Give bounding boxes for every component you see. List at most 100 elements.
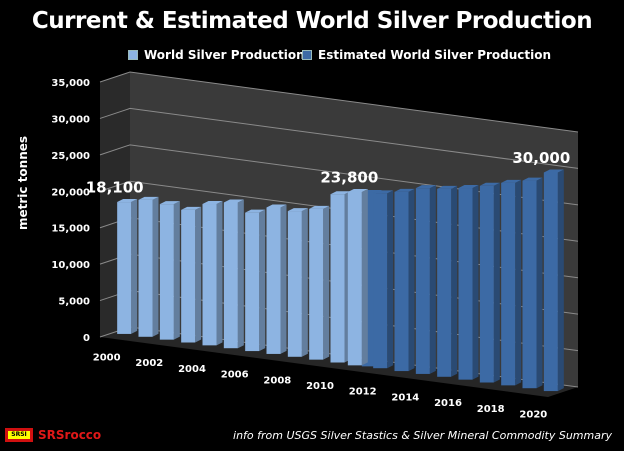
y-tick-label: 5,000	[58, 297, 90, 308]
legend-item-world-silver-production: World Silver Production	[128, 48, 305, 62]
bar-world-silver-production-side	[323, 205, 330, 360]
srsrocco-logo: SRSI SRSrocco	[5, 428, 101, 442]
bar-world-silver-production-side	[216, 201, 223, 346]
bar-estimated-world-silver-production-side	[472, 185, 479, 380]
bar-estimated-world-silver-production-side	[451, 185, 458, 377]
bar-world-silver-production-top	[347, 188, 368, 192]
x-tick-label: 2012	[349, 387, 377, 398]
bar-world-silver-production-top	[159, 201, 180, 205]
bar-world-silver-production-side	[259, 209, 266, 352]
bar-estimated-world-silver-production	[373, 193, 388, 369]
bar-estimated-world-silver-production	[522, 180, 537, 389]
bar-estimated-world-silver-production-top	[522, 177, 543, 181]
bar-world-silver-production-top	[117, 199, 138, 203]
bar-estimated-world-silver-production-top	[479, 182, 500, 186]
bar-estimated-world-silver-production-side	[515, 179, 522, 386]
bar-world-silver-production-top	[138, 196, 159, 200]
legend-item-estimated-world-silver-production: Estimated World Silver Production	[302, 48, 551, 62]
gridline	[99, 144, 579, 206]
bar-world-silver-production	[309, 208, 324, 360]
bar-estimated-world-silver-production-top	[501, 179, 522, 183]
legend-label: World Silver Production	[144, 48, 305, 62]
bar-estimated-world-silver-production-top	[373, 190, 394, 194]
bar-world-silver-production	[138, 199, 153, 337]
bar-estimated-world-silver-production-top	[394, 188, 415, 192]
bar-estimated-world-silver-production	[458, 188, 473, 380]
bar-world-silver-production	[181, 209, 196, 343]
x-tick-label: 2008	[263, 375, 291, 386]
bar-estimated-world-silver-production	[479, 185, 494, 383]
legend-label: Estimated World Silver Production	[318, 48, 552, 62]
y-tick-label: 25,000	[51, 151, 90, 162]
bar-world-silver-production	[202, 204, 217, 346]
y-tick-label: 15,000	[51, 224, 90, 235]
bar-estimated-world-silver-production	[437, 188, 452, 377]
x-tick-label: 2018	[477, 404, 505, 415]
y-tick-label: 30,000	[51, 114, 90, 125]
bar-world-silver-production-side	[361, 188, 368, 366]
bar-estimated-world-silver-production-side	[536, 177, 543, 389]
y-tick-label: 35,000	[51, 78, 90, 89]
bar-world-silver-production-top	[245, 209, 266, 213]
y-tick-label: 0	[83, 333, 90, 344]
bar-estimated-world-silver-production-side	[493, 182, 500, 383]
bar-world-silver-production	[287, 211, 302, 357]
bar-estimated-world-silver-production	[543, 172, 558, 392]
x-tick-label: 2002	[135, 358, 163, 369]
x-tick-label: 2010	[306, 381, 334, 392]
x-tick-label: 2006	[221, 370, 249, 381]
bar-world-silver-production-top	[266, 204, 287, 208]
bar-estimated-world-silver-production-top	[415, 185, 436, 189]
bar-world-silver-production-top	[309, 205, 330, 209]
bar-world-silver-production	[266, 207, 281, 354]
logo-badge-icon: SRSI	[5, 428, 33, 442]
bar-world-silver-production-side	[237, 199, 244, 349]
bar-world-silver-production	[159, 204, 174, 340]
bar-world-silver-production-top	[330, 191, 351, 195]
bar-estimated-world-silver-production	[501, 182, 516, 386]
bar-world-silver-production	[223, 202, 238, 349]
bar-world-silver-production-side	[152, 196, 159, 337]
bar-world-silver-production-top	[181, 206, 202, 210]
bar-world-silver-production	[347, 191, 362, 366]
y-tick-label: 10,000	[51, 260, 90, 271]
bar-world-silver-production-side	[301, 208, 308, 357]
bar-estimated-world-silver-production-side	[557, 169, 564, 392]
bar-estimated-world-silver-production-top	[543, 169, 564, 173]
bar-world-silver-production	[117, 202, 132, 334]
x-tick-label: 2016	[434, 398, 462, 409]
bar-estimated-world-silver-production	[415, 188, 430, 374]
bar-estimated-world-silver-production-side	[429, 185, 436, 374]
bar-estimated-world-silver-production	[394, 191, 409, 372]
bar-estimated-world-silver-production-side	[387, 190, 394, 369]
bar-world-silver-production-side	[131, 199, 138, 334]
bar-world-silver-production-top	[223, 199, 244, 203]
bar-world-silver-production-side	[280, 204, 287, 354]
legend-swatch-light-blue	[128, 50, 138, 60]
bar-world-silver-production-top	[202, 201, 223, 205]
legend-swatch-dark-blue	[302, 50, 312, 60]
data-label: 18,100	[86, 179, 144, 197]
bar-world-silver-production-top	[287, 208, 308, 212]
bar-estimated-world-silver-production-top	[437, 185, 458, 189]
source-note: info from USGS Silver Stastics & Silver …	[233, 429, 612, 442]
x-tick-label: 2000	[93, 352, 121, 363]
logo-text: SRSrocco	[38, 428, 102, 442]
data-label: 30,000	[512, 149, 570, 167]
gridline	[99, 71, 579, 133]
y-axis-label: metric tonnes	[16, 135, 30, 230]
bar-world-silver-production-side	[173, 201, 180, 340]
bar-estimated-world-silver-production-top	[458, 185, 479, 189]
x-tick-label: 2014	[391, 392, 419, 403]
data-label: 23,800	[320, 168, 378, 186]
x-tick-label: 2020	[519, 410, 547, 421]
y-tick-label: 20,000	[51, 187, 90, 198]
bar-world-silver-production	[245, 212, 260, 352]
bar-world-silver-production	[330, 194, 345, 363]
gridline	[99, 107, 579, 169]
x-tick-label: 2004	[178, 364, 206, 375]
chart-title: Current & Estimated World Silver Product…	[31, 8, 593, 34]
bar-estimated-world-silver-production-side	[408, 188, 415, 372]
bar-world-silver-production-side	[195, 206, 202, 343]
